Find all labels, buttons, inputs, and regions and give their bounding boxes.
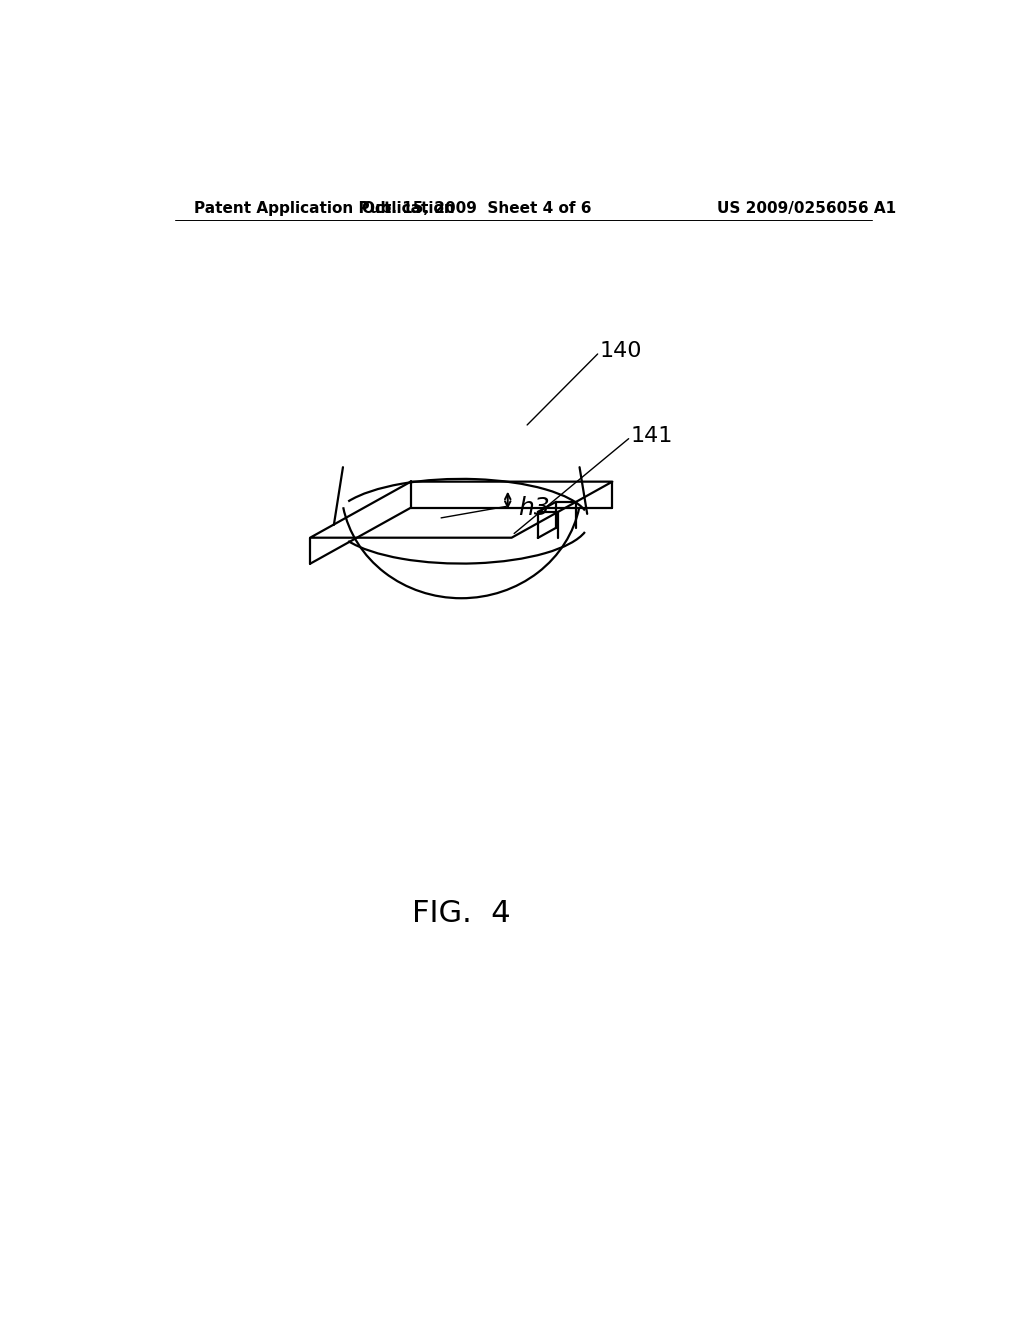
Text: Patent Application Publication: Patent Application Publication	[194, 201, 455, 216]
Text: US 2009/0256056 A1: US 2009/0256056 A1	[717, 201, 896, 216]
Text: h3: h3	[518, 496, 550, 520]
Text: Oct. 15, 2009  Sheet 4 of 6: Oct. 15, 2009 Sheet 4 of 6	[362, 201, 592, 216]
Text: FIG.  4: FIG. 4	[412, 899, 511, 928]
Text: 140: 140	[599, 341, 642, 360]
Text: 141: 141	[630, 425, 673, 446]
